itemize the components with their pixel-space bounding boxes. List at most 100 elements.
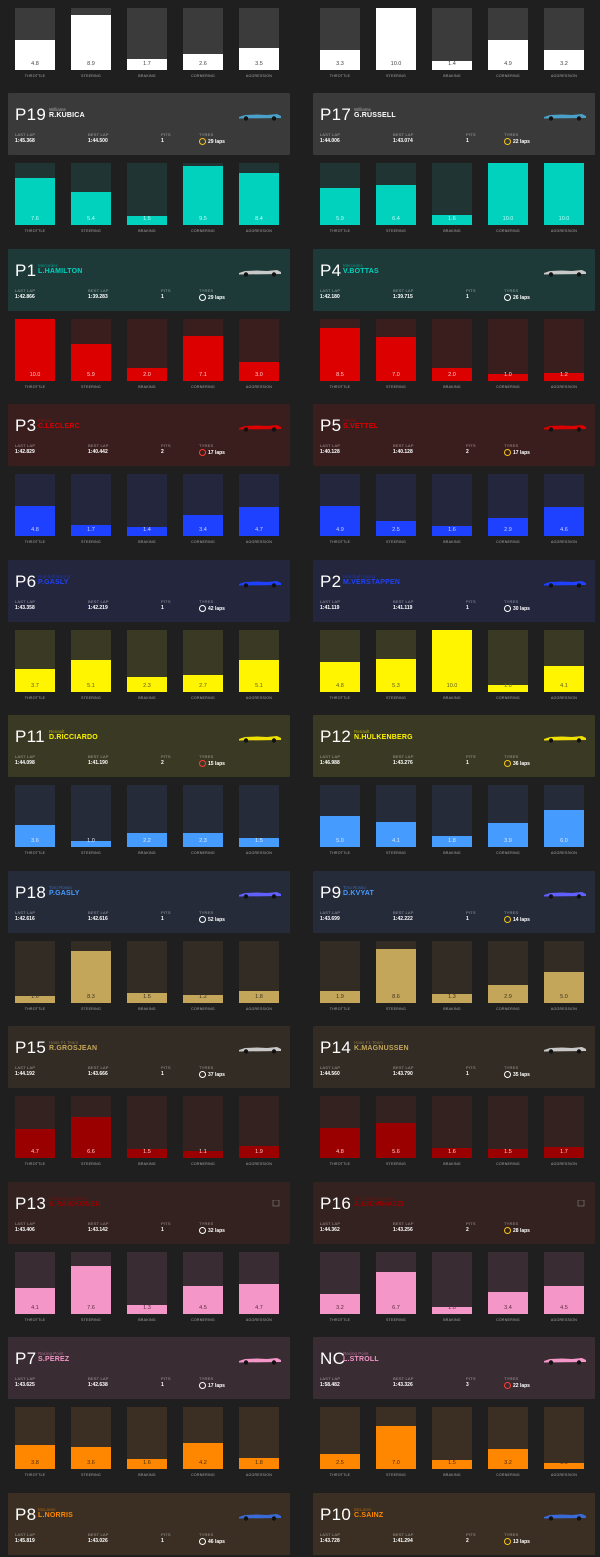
driver-card[interactable]: P7 Racing Point S.PEREZ LAST LAP 1:43.625 BES…: [8, 1337, 290, 1399]
driver-card[interactable]: P19 Williams R.KUBICA LAST LAP 1:45.368 BEST …: [8, 93, 290, 155]
best-lap-value: 1:39.283: [88, 293, 108, 300]
last-lap-value: 1:44.560: [320, 1071, 340, 1077]
best-lap-label: BEST LAP: [88, 132, 109, 137]
driver-card[interactable]: P17 Williams G.RUSSELL LAST LAP 1:44.006 BEST…: [313, 93, 595, 155]
bar-fill: [127, 368, 167, 381]
bar-fill: [320, 1453, 360, 1469]
bar-caption: BRAKING: [443, 1317, 461, 1322]
bar-steering: 6.6: [71, 1096, 111, 1158]
tyre-laps: 17 laps: [513, 450, 530, 456]
tyre-laps: 14 laps: [513, 916, 530, 923]
best-lap-value: 1:42.638: [88, 1382, 108, 1388]
bar-steering: 8.6: [376, 940, 416, 1003]
driver-card[interactable]: P8 McLaren L.NORRIS LAST LAP 1:45.819 BEST LA…: [8, 1492, 290, 1555]
bar-fill: [183, 1285, 223, 1314]
bar-fill: [432, 1459, 472, 1469]
bar-caption: STEERING: [386, 1162, 406, 1166]
bar-braking: 1.0: [432, 1251, 472, 1314]
bar-value: 2.3: [199, 838, 207, 844]
bar-throttle: 5.9: [320, 163, 360, 225]
position: P7: [15, 1349, 37, 1368]
bar-throttle: 8.5: [320, 318, 360, 381]
tyres-value: 29 laps: [199, 293, 225, 301]
bar-cornering: 2.3: [183, 785, 223, 847]
bar-fill: [127, 1305, 167, 1314]
bar-fill: [320, 990, 360, 1003]
bar-braking: 1.4: [432, 8, 472, 70]
driver-name: L.NORRIS: [38, 1511, 74, 1519]
last-lap-label: LAST LAP: [15, 1531, 36, 1537]
bar-fill: [183, 514, 223, 536]
bar-fill: [127, 1148, 167, 1158]
bar-fill: [320, 816, 360, 847]
bar-caption: BRAKING: [443, 1473, 461, 1477]
bar-steering: 6.4: [376, 163, 416, 225]
tyres-value: 29 laps: [199, 138, 225, 145]
driver-card[interactable]: P12 Renault N.HULKENBERG LAST LAP 1:46.988 BE…: [313, 715, 595, 777]
driver-card[interactable]: P1 Mercedes L.HAMILTON LAST LAP 1:42.866 BEST…: [8, 248, 290, 311]
last-lap-label: LAST LAP: [320, 287, 341, 293]
bar-value: 3.9: [504, 838, 512, 844]
driver-name: K.MAGNUSSEN: [354, 1045, 409, 1052]
bar-fill: [183, 674, 223, 692]
driver-card[interactable]: P16 Alfa Romeo Racing A.GIOVINAZZI LAST LAP…: [313, 1181, 595, 1244]
bar-throttle: 4.1: [15, 1251, 55, 1314]
driver-bars: 1.9 THROTTLE 8.6 STEERING 1.3 BRAKING 2.9 CORNE…: [313, 933, 595, 1026]
bar-aggression: 5.0: [544, 940, 584, 1003]
bar-cornering: 1.2: [183, 940, 223, 1003]
bar-value: 2.9: [504, 993, 512, 1000]
driver-card[interactable]: P4 Mercedes V.BOTTAS LAST LAP 1:42.180 BEST L…: [313, 248, 595, 311]
team-name: Racing Point: [38, 1351, 64, 1356]
bar-value: 7.6: [87, 1304, 95, 1311]
bar-value: 10.0: [446, 682, 458, 689]
bar-caption: STEERING: [81, 1006, 101, 1011]
bar-braking: 1.3: [127, 1251, 167, 1314]
car-icon: [239, 580, 281, 588]
best-lap-value: 1:43.326: [393, 1382, 413, 1388]
telemetry-bars: 8.5 THROTTLE 7.0 STEERING 2.0 BRAKING 1.0 CORNE…: [313, 318, 595, 395]
last-lap-value: 1:43.406: [15, 1226, 35, 1233]
driver-card[interactable]: P18 Toro Rosso P.GASLY LAST LAP 1:42.616 BEST…: [8, 870, 290, 933]
bar-steering: 1.7: [71, 474, 111, 536]
driver-card[interactable]: P9 Toro Rosso D.KVYAT LAST LAP 1:43.699 BEST …: [313, 870, 595, 933]
tyre-laps: 35 laps: [513, 1072, 530, 1078]
bar-value: 6.7: [392, 1304, 400, 1311]
driver-card[interactable]: P10 McLaren C.SAINZ LAST LAP 1:43.728 BEST LA…: [313, 1492, 595, 1555]
bar-fill: [544, 373, 584, 381]
driver-card[interactable]: P14 Haas F1 Team K.MAGNUSSEN LAST LAP 1:44.5…: [313, 1026, 595, 1088]
bar-fill: [15, 40, 55, 70]
best-lap-value: 1:40.442: [88, 449, 108, 455]
driver-card[interactable]: NC Racing Point L.STROLL LAST LAP 1:58.482 BE…: [313, 1337, 595, 1399]
last-lap-label: LAST LAP: [15, 132, 36, 137]
pits-label: PITS: [466, 132, 476, 137]
bar-value: 2.0: [143, 371, 151, 378]
driver-card[interactable]: P3 Ferrari C.LECLERC LAST LAP 1:42.829 BEST L…: [8, 404, 290, 466]
telemetry-bars: 4.9 THROTTLE 2.5 STEERING 1.6 BRAKING 2.9 CORNE…: [313, 474, 595, 550]
team-name: Williams: [354, 107, 371, 112]
bar-cornering: 1.0: [488, 318, 528, 381]
bar-fill: [432, 1148, 472, 1158]
tyre-icon: [504, 760, 511, 767]
driver-card[interactable]: P2 Red Bull Racing M.VERSTAPPEN LAST LAP 1:4…: [313, 559, 595, 622]
position: P1: [15, 260, 37, 280]
bar-cornering: 9.5: [183, 163, 223, 225]
driver-card[interactable]: P11 Renault D.RICCIARDO LAST LAP 1:44.098 BES…: [8, 715, 290, 777]
bar-fill: [544, 666, 584, 692]
driver-card[interactable]: P13 Alfa Romeo Racing K.RAIKKONEN LAST LAP 1…: [8, 1181, 290, 1244]
bar-braking: 1.4: [127, 474, 167, 536]
tyre-icon: [199, 1071, 206, 1078]
driver-bars: 5.0 THROTTLE 4.1 STEERING 1.8 BRAKING 3.9 CORNE…: [313, 777, 595, 870]
driver-card[interactable]: P6 Red Bull Racing P.GASLY LAST LAP 1:43.358…: [8, 559, 290, 622]
driver-card[interactable]: P15 Haas F1 Team R.GROSJEAN LAST LAP 1:44.19…: [8, 1026, 290, 1088]
car-icon: [544, 736, 586, 743]
tyre-laps: 17 laps: [208, 450, 225, 456]
telemetry-bars: 1.0 THROTTLE 8.3 STEERING 1.5 BRAKING 1.2 CORNE…: [8, 940, 290, 1017]
bar-value: 8.4: [255, 216, 263, 222]
car-icon: [544, 425, 586, 432]
pits-value: 3: [466, 1382, 469, 1388]
driver-card[interactable]: P5 Ferrari S.VETTEL LAST LAP 1:40.128 BEST LA…: [313, 404, 595, 466]
last-lap-label: LAST LAP: [15, 909, 36, 915]
bar-value: 4.8: [31, 61, 39, 67]
driver-name: C.SAINZ: [354, 1511, 384, 1519]
bar-fill: [432, 629, 472, 692]
